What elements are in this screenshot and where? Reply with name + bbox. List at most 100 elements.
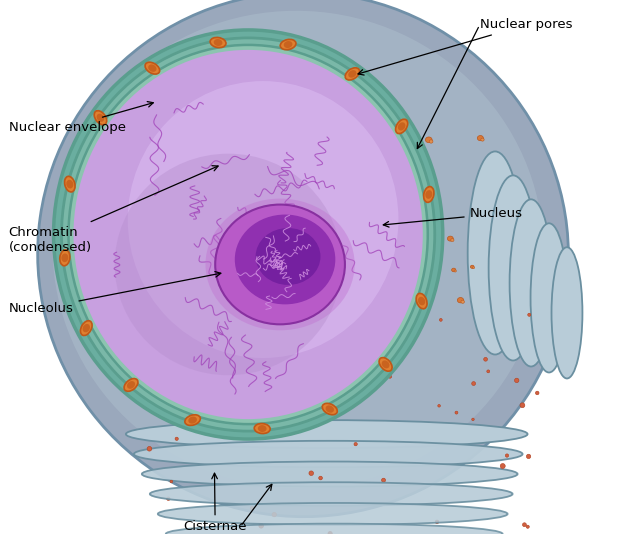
Ellipse shape xyxy=(259,523,263,528)
Ellipse shape xyxy=(74,50,423,419)
Ellipse shape xyxy=(435,520,439,524)
Ellipse shape xyxy=(210,37,226,48)
Ellipse shape xyxy=(124,379,138,391)
Ellipse shape xyxy=(398,123,406,131)
Ellipse shape xyxy=(451,239,454,241)
Ellipse shape xyxy=(256,228,321,285)
Ellipse shape xyxy=(515,378,519,383)
Ellipse shape xyxy=(472,381,475,385)
Ellipse shape xyxy=(522,523,527,526)
Ellipse shape xyxy=(147,446,152,451)
Text: Nuclear pores: Nuclear pores xyxy=(358,18,572,75)
Text: Nucleolus: Nucleolus xyxy=(9,272,221,315)
Ellipse shape xyxy=(416,293,427,309)
Ellipse shape xyxy=(145,62,160,74)
Ellipse shape xyxy=(348,70,356,78)
Ellipse shape xyxy=(379,357,392,371)
Ellipse shape xyxy=(454,270,456,272)
Ellipse shape xyxy=(284,41,293,48)
Ellipse shape xyxy=(60,250,70,266)
Text: Nucleus: Nucleus xyxy=(383,208,523,227)
Ellipse shape xyxy=(328,531,332,535)
Ellipse shape xyxy=(510,200,552,366)
Ellipse shape xyxy=(354,442,358,446)
Ellipse shape xyxy=(82,324,90,332)
Ellipse shape xyxy=(426,190,432,199)
Ellipse shape xyxy=(528,313,531,316)
Ellipse shape xyxy=(505,454,509,457)
Ellipse shape xyxy=(126,420,527,448)
Ellipse shape xyxy=(115,154,342,375)
Ellipse shape xyxy=(382,361,389,369)
Ellipse shape xyxy=(128,81,399,358)
Ellipse shape xyxy=(258,425,266,432)
Ellipse shape xyxy=(477,135,484,141)
Ellipse shape xyxy=(185,415,200,425)
Ellipse shape xyxy=(52,11,544,488)
Ellipse shape xyxy=(484,357,487,361)
Ellipse shape xyxy=(472,418,474,421)
Ellipse shape xyxy=(396,119,407,134)
Ellipse shape xyxy=(166,524,502,535)
Ellipse shape xyxy=(526,525,529,528)
Ellipse shape xyxy=(418,297,425,305)
Ellipse shape xyxy=(175,437,178,440)
Ellipse shape xyxy=(213,39,222,46)
Ellipse shape xyxy=(142,462,517,486)
Ellipse shape xyxy=(309,471,313,476)
Ellipse shape xyxy=(487,370,490,373)
Ellipse shape xyxy=(94,111,107,125)
Ellipse shape xyxy=(37,0,568,517)
Ellipse shape xyxy=(64,177,75,192)
Ellipse shape xyxy=(520,403,525,408)
Ellipse shape xyxy=(447,236,453,241)
Ellipse shape xyxy=(481,138,484,141)
Ellipse shape xyxy=(552,247,582,378)
Ellipse shape xyxy=(134,441,522,467)
Ellipse shape xyxy=(148,64,157,72)
Ellipse shape xyxy=(326,406,334,412)
Ellipse shape xyxy=(170,480,173,483)
Ellipse shape xyxy=(319,476,323,480)
Ellipse shape xyxy=(127,381,135,389)
Ellipse shape xyxy=(457,297,464,303)
Ellipse shape xyxy=(61,254,69,262)
Ellipse shape xyxy=(438,404,441,407)
Ellipse shape xyxy=(272,513,276,517)
Ellipse shape xyxy=(467,151,522,355)
Ellipse shape xyxy=(455,411,458,414)
Text: Cisternae: Cisternae xyxy=(183,473,247,533)
Ellipse shape xyxy=(235,215,335,304)
Ellipse shape xyxy=(489,175,537,361)
Ellipse shape xyxy=(150,482,512,506)
Ellipse shape xyxy=(470,265,474,269)
Ellipse shape xyxy=(429,140,433,143)
Ellipse shape xyxy=(472,267,474,269)
Ellipse shape xyxy=(80,320,92,335)
Ellipse shape xyxy=(500,463,505,469)
Ellipse shape xyxy=(167,497,170,500)
Ellipse shape xyxy=(439,318,442,322)
Ellipse shape xyxy=(452,268,456,272)
Ellipse shape xyxy=(345,68,359,80)
Ellipse shape xyxy=(530,223,567,372)
Ellipse shape xyxy=(381,478,386,482)
Ellipse shape xyxy=(97,113,104,122)
Ellipse shape xyxy=(535,391,539,395)
Ellipse shape xyxy=(527,454,531,458)
Ellipse shape xyxy=(205,198,354,330)
Ellipse shape xyxy=(66,180,74,188)
Ellipse shape xyxy=(54,30,443,439)
Ellipse shape xyxy=(322,403,338,415)
Ellipse shape xyxy=(250,507,254,510)
Ellipse shape xyxy=(158,503,507,525)
Ellipse shape xyxy=(424,187,434,202)
Text: Nuclear envelope: Nuclear envelope xyxy=(9,102,154,134)
Ellipse shape xyxy=(62,38,435,431)
Ellipse shape xyxy=(461,300,464,303)
Text: Chromatin
(condensed): Chromatin (condensed) xyxy=(9,166,218,254)
Ellipse shape xyxy=(69,45,428,424)
Ellipse shape xyxy=(426,137,432,143)
Ellipse shape xyxy=(188,417,197,424)
Ellipse shape xyxy=(388,375,392,378)
